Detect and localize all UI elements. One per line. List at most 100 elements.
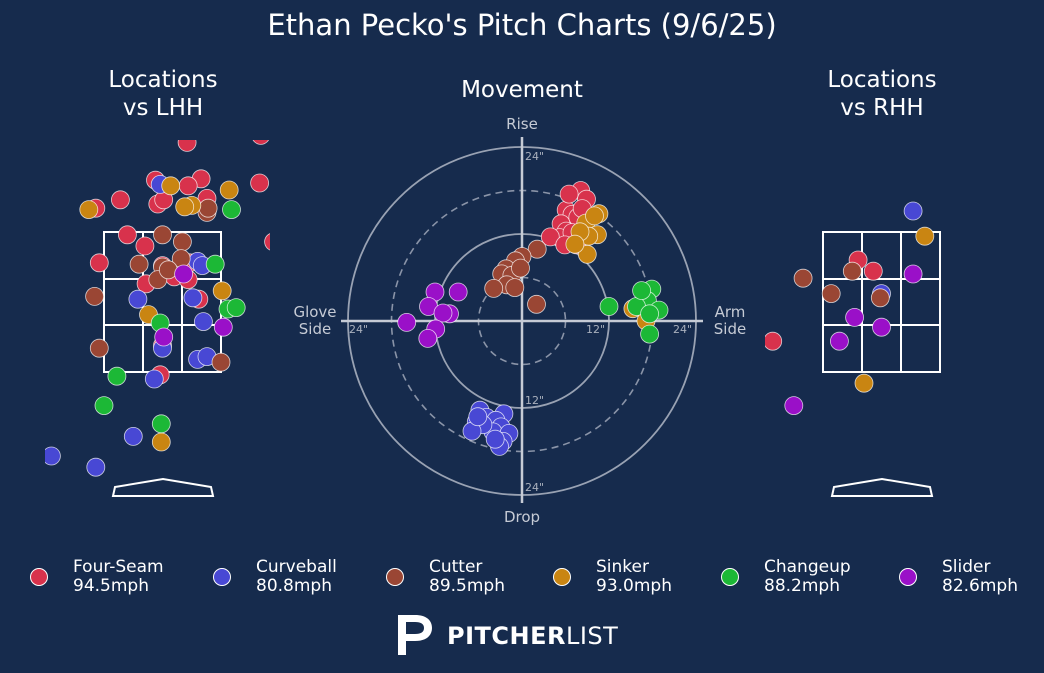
- ring-label-12-right: 12": [586, 323, 605, 336]
- pitch-point-slider: [903, 264, 923, 284]
- pitch-point-curveball: [86, 457, 106, 477]
- movement-pitch-points: [397, 181, 669, 456]
- pitch-point-changeup: [107, 366, 127, 386]
- pitch-point-changeup: [226, 298, 246, 318]
- pitch-point-changeup: [151, 414, 171, 434]
- movement-label-arm-1: Arm: [715, 303, 746, 321]
- pitch-point-four-seam: [111, 190, 130, 210]
- pitch-point-cutter: [129, 254, 149, 274]
- pitch-point-four-seam: [264, 233, 270, 251]
- legend-swatch: [721, 568, 739, 586]
- pitch-point-sinker: [854, 373, 874, 393]
- movement-panel: Rise Drop Glove Side Arm Side 24" 24" 12…: [293, 115, 746, 526]
- lhh-location-panel: [45, 119, 270, 497]
- pitch-point-cutter: [211, 352, 231, 372]
- pitch-point-four-seam: [134, 119, 152, 137]
- pitch-point-cutter: [527, 294, 546, 314]
- pitch-point-four-seam: [178, 176, 198, 196]
- legend-pitch-speed: 88.2mph: [764, 576, 840, 596]
- pitch-point-curveball: [144, 369, 164, 389]
- legend-pitch-speed: 93.0mph: [596, 576, 672, 596]
- legend-swatch: [899, 568, 917, 586]
- pitch-point-sinker: [219, 180, 239, 200]
- rhh-home-plate: [830, 477, 934, 497]
- rhh-title-line2: vs RHH: [840, 95, 924, 121]
- pitch-point-cutter: [870, 288, 890, 308]
- pitch-point-slider: [448, 282, 468, 302]
- legend-pitch-name: Sinker: [596, 557, 649, 577]
- pitch-point-four-seam: [252, 140, 269, 145]
- pitch-point-changeup: [94, 396, 114, 416]
- pitch-point-cutter: [505, 278, 525, 298]
- pitch-point-cutter: [85, 286, 104, 306]
- lhh-pitch-points: [45, 119, 270, 477]
- legend-pitch-name: Curveball: [256, 557, 337, 577]
- legend-pitch-name: Cutter: [429, 557, 483, 577]
- pitch-point-sinker: [915, 226, 935, 246]
- legend-pitch-name: Changeup: [764, 557, 851, 577]
- pitch-point-four-seam: [250, 173, 270, 193]
- pitch-point-four-seam: [89, 253, 109, 273]
- pitcherlist-logo-icon: [398, 615, 432, 655]
- pitch-point-cutter: [153, 225, 172, 245]
- brand-bold: PITCHER: [447, 622, 566, 650]
- pitch-point-four-seam: [540, 227, 560, 247]
- pitch-point-curveball: [183, 288, 203, 308]
- pitch-point-cutter: [172, 232, 192, 252]
- pitcherlist-wordmark: PITCHERLIST: [447, 622, 618, 650]
- movement-label-drop: Drop: [504, 508, 540, 526]
- legend-pitch-speed: 94.5mph: [73, 576, 149, 596]
- pitch-point-slider: [174, 264, 194, 284]
- pitch-point-sinker: [79, 200, 99, 220]
- rhh-title-line1: Locations: [827, 67, 937, 93]
- movement-label-arm-2: Side: [714, 320, 746, 338]
- pitch-point-curveball: [903, 201, 923, 221]
- ring-label-24-left: 24": [349, 323, 368, 336]
- pitch-point-changeup: [640, 324, 659, 344]
- legend-pitch-speed: 82.6mph: [942, 576, 1018, 596]
- pitch-point-slider: [872, 317, 891, 337]
- movement-label-rise: Rise: [506, 115, 538, 133]
- pitch-point-cutter: [89, 338, 109, 358]
- pitch-point-cutter: [484, 278, 504, 298]
- legend-swatch: [213, 568, 231, 586]
- legend-pitch-name: Four-Seam: [73, 557, 164, 577]
- pitch-point-slider: [154, 327, 174, 347]
- pitch-point-sinker: [212, 281, 232, 301]
- pitch-point-sinker: [577, 244, 597, 264]
- pitch-point-slider: [845, 307, 864, 327]
- pitch-point-sinker: [565, 234, 585, 254]
- pitch-point-changeup: [632, 281, 651, 301]
- pitch-point-sinker: [151, 432, 171, 452]
- pitch-point-sinker: [134, 121, 152, 139]
- pitch-point-changeup: [205, 254, 225, 274]
- pitch-point-curveball: [193, 312, 213, 332]
- lhh-title-line2: vs LHH: [122, 95, 204, 121]
- rhh-pitch-points: [765, 201, 935, 416]
- pitch-point-four-seam: [559, 184, 579, 204]
- pitcherlist-logo: PITCHERLIST: [395, 613, 635, 657]
- brand-light: LIST: [565, 622, 619, 650]
- legend-pitch-name: Slider: [942, 557, 991, 577]
- pitch-point-cutter: [527, 239, 547, 259]
- rhh-location-panel: [765, 201, 941, 497]
- pitch-point-four-seam: [135, 236, 155, 256]
- pitch-point-slider: [433, 303, 453, 323]
- legend-pitch-speed: 80.8mph: [256, 576, 332, 596]
- pitch-point-curveball: [128, 289, 148, 309]
- pitch-point-slider: [784, 396, 804, 416]
- ring-label-12-bottom: 12": [525, 394, 544, 407]
- ring-label-24-right: 24": [673, 323, 692, 336]
- rhh-panel-title: Locations vs RHH: [782, 66, 982, 122]
- pitch-point-cutter: [198, 198, 218, 218]
- lhh-panel-title: Locations vs LHH: [63, 66, 263, 122]
- pitch-point-cutter: [842, 261, 862, 281]
- pitch-point-cutter: [821, 284, 841, 304]
- pitch-point-sinker: [161, 176, 181, 196]
- pitch-point-changeup: [640, 304, 659, 324]
- pitch-point-changeup: [599, 297, 619, 316]
- pitch-point-slider: [830, 331, 849, 351]
- pitch-point-four-seam: [177, 140, 197, 152]
- pitch-point-four-seam: [863, 261, 883, 281]
